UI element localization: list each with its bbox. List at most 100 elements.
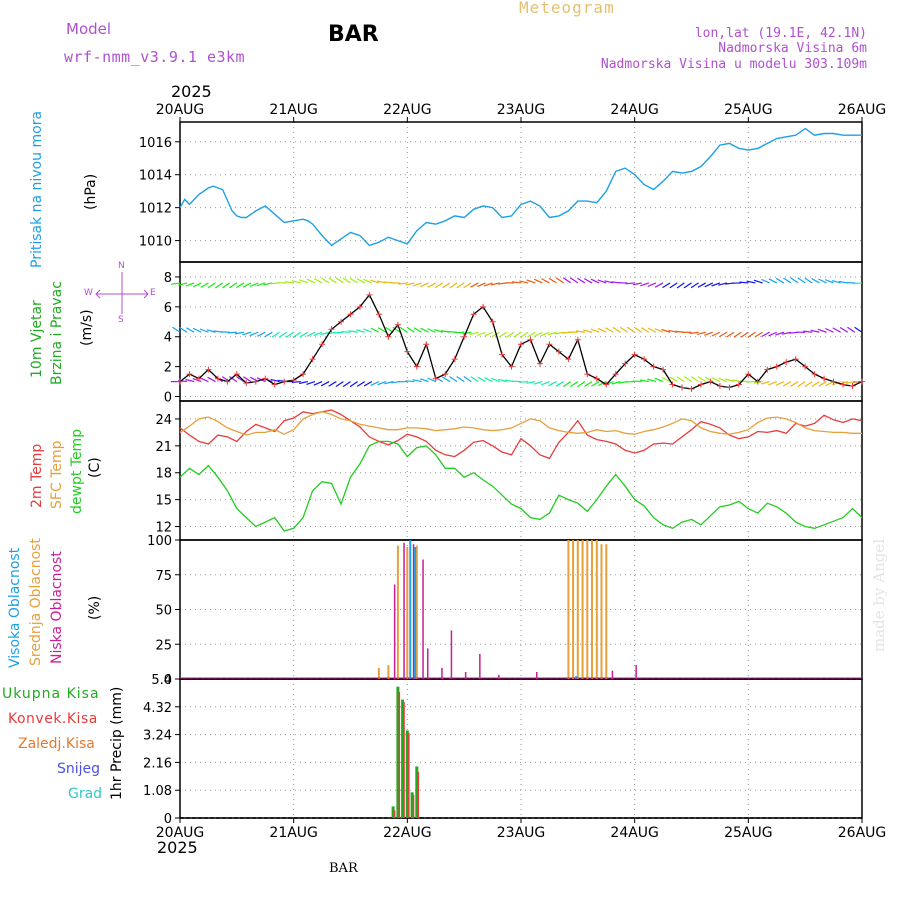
wind-arrow: [320, 331, 330, 336]
wind-arrow: [782, 381, 792, 387]
wind-arrow: [562, 277, 572, 284]
wind-arrow: [427, 328, 436, 333]
wind-arrow: [278, 331, 287, 338]
wind-arrow: [704, 282, 714, 288]
wind-arrow: [512, 281, 522, 284]
temp-sfc-line: [179, 411, 862, 436]
wind-marker: [518, 341, 524, 348]
wind-arrow: [342, 277, 351, 284]
wind-arrow: [548, 381, 557, 387]
wind-arrow: [356, 381, 366, 387]
wind-arrow: [420, 282, 429, 288]
low-cloud-bar: [450, 630, 453, 679]
wind-arrow: [192, 378, 202, 383]
wind-arrow: [221, 282, 231, 289]
wind-marker: [413, 363, 420, 370]
wind-arrow: [824, 279, 834, 284]
wind-marker: [319, 341, 326, 348]
wind-arrow: [172, 326, 181, 333]
wind-arrow: [775, 331, 785, 336]
ytick-label: 0: [164, 673, 172, 688]
wind-arrow: [633, 326, 643, 333]
wind-arrow: [597, 381, 607, 387]
ytick-label: 8: [164, 271, 172, 286]
wind-marker: [536, 360, 543, 367]
date-label-bottom: 22AUG: [383, 825, 432, 841]
wind-arrow: [696, 331, 706, 335]
wind-arrow: [313, 381, 323, 386]
wind-marker: [584, 371, 591, 378]
mid-cloud-bar: [396, 545, 399, 679]
ytick-label: 21: [155, 440, 172, 455]
wind-arrow: [733, 331, 742, 338]
ytick-label: 1014: [139, 169, 172, 184]
wind-arrow: [647, 327, 657, 333]
wind-marker: [688, 386, 695, 393]
wind-marker: [840, 381, 847, 388]
total-rain-bar: [410, 792, 414, 818]
wind-arrow: [264, 331, 273, 338]
wind-arrow: [242, 331, 252, 336]
wind-marker: [271, 381, 278, 388]
ytick-label: 1.08: [143, 784, 172, 799]
wind-arrow: [420, 327, 429, 333]
low-cloud-bar: [611, 670, 614, 679]
wind-arrow: [575, 330, 586, 333]
wind-arrow: [604, 280, 614, 284]
wind-arrow: [540, 381, 550, 386]
wind-arrow: [363, 381, 373, 387]
wind-marker: [480, 303, 487, 310]
wind-arrow: [328, 381, 337, 387]
wind-arrow: [662, 282, 671, 289]
wind-arrow: [817, 328, 827, 333]
compass-east: E: [150, 288, 156, 298]
wind-arrow: [669, 376, 678, 383]
wind-marker: [527, 336, 534, 343]
ytick-label: 18: [155, 467, 172, 482]
ytick-label: 24: [155, 413, 172, 428]
ytick-label: 0: [164, 812, 172, 827]
mid-cloud-bar: [415, 545, 418, 679]
wind-arrow: [477, 376, 486, 383]
wind-arrow: [597, 279, 607, 284]
wind-arrow: [497, 378, 507, 383]
low-cloud-bar: [422, 559, 424, 679]
wind-arrow: [441, 376, 451, 383]
wind-marker: [754, 378, 761, 385]
wind-arrow: [548, 277, 557, 284]
wind-marker: [821, 375, 828, 382]
coordinates: lon,lat (19.1E, 42.1N): [694, 26, 867, 41]
wind-arrow: [626, 326, 636, 333]
mid-cloud-bar: [406, 547, 409, 679]
wind-marker: [300, 371, 307, 378]
wind-arrow: [718, 331, 728, 338]
wind-arrow: [683, 376, 692, 383]
wind-arrow: [676, 282, 685, 289]
date-label-bottom: 21AUG: [269, 825, 318, 841]
ytick-label: 1016: [139, 136, 172, 151]
wind-arrow: [811, 381, 820, 388]
low-cloud-bar: [536, 672, 538, 679]
meteogram-title: Meteogram: [519, 0, 615, 17]
low-cloud-bar: [479, 654, 481, 679]
wind-marker: [442, 371, 449, 378]
wind-marker: [489, 318, 496, 325]
wind-arrow: [725, 378, 735, 383]
ytick-label: 6: [164, 301, 172, 316]
wind-arrow: [470, 282, 479, 288]
wind-marker: [622, 360, 629, 367]
wind-arrow: [854, 326, 863, 333]
wind-marker: [252, 378, 259, 385]
wind-arrow: [753, 279, 763, 284]
legend-total-rain: Ukupna Kisa: [2, 686, 100, 702]
wind-arrow: [555, 277, 564, 284]
wind-arrow: [775, 381, 785, 387]
wind-arrow: [632, 380, 642, 383]
wind-arrow: [577, 381, 586, 388]
wind-marker: [195, 375, 202, 382]
ytick-label: 2: [164, 361, 172, 376]
wind-arrow: [449, 376, 458, 383]
temp-dewpt-line: [179, 440, 863, 532]
wind-marker: [205, 366, 212, 373]
total-rain-bar: [405, 730, 409, 818]
